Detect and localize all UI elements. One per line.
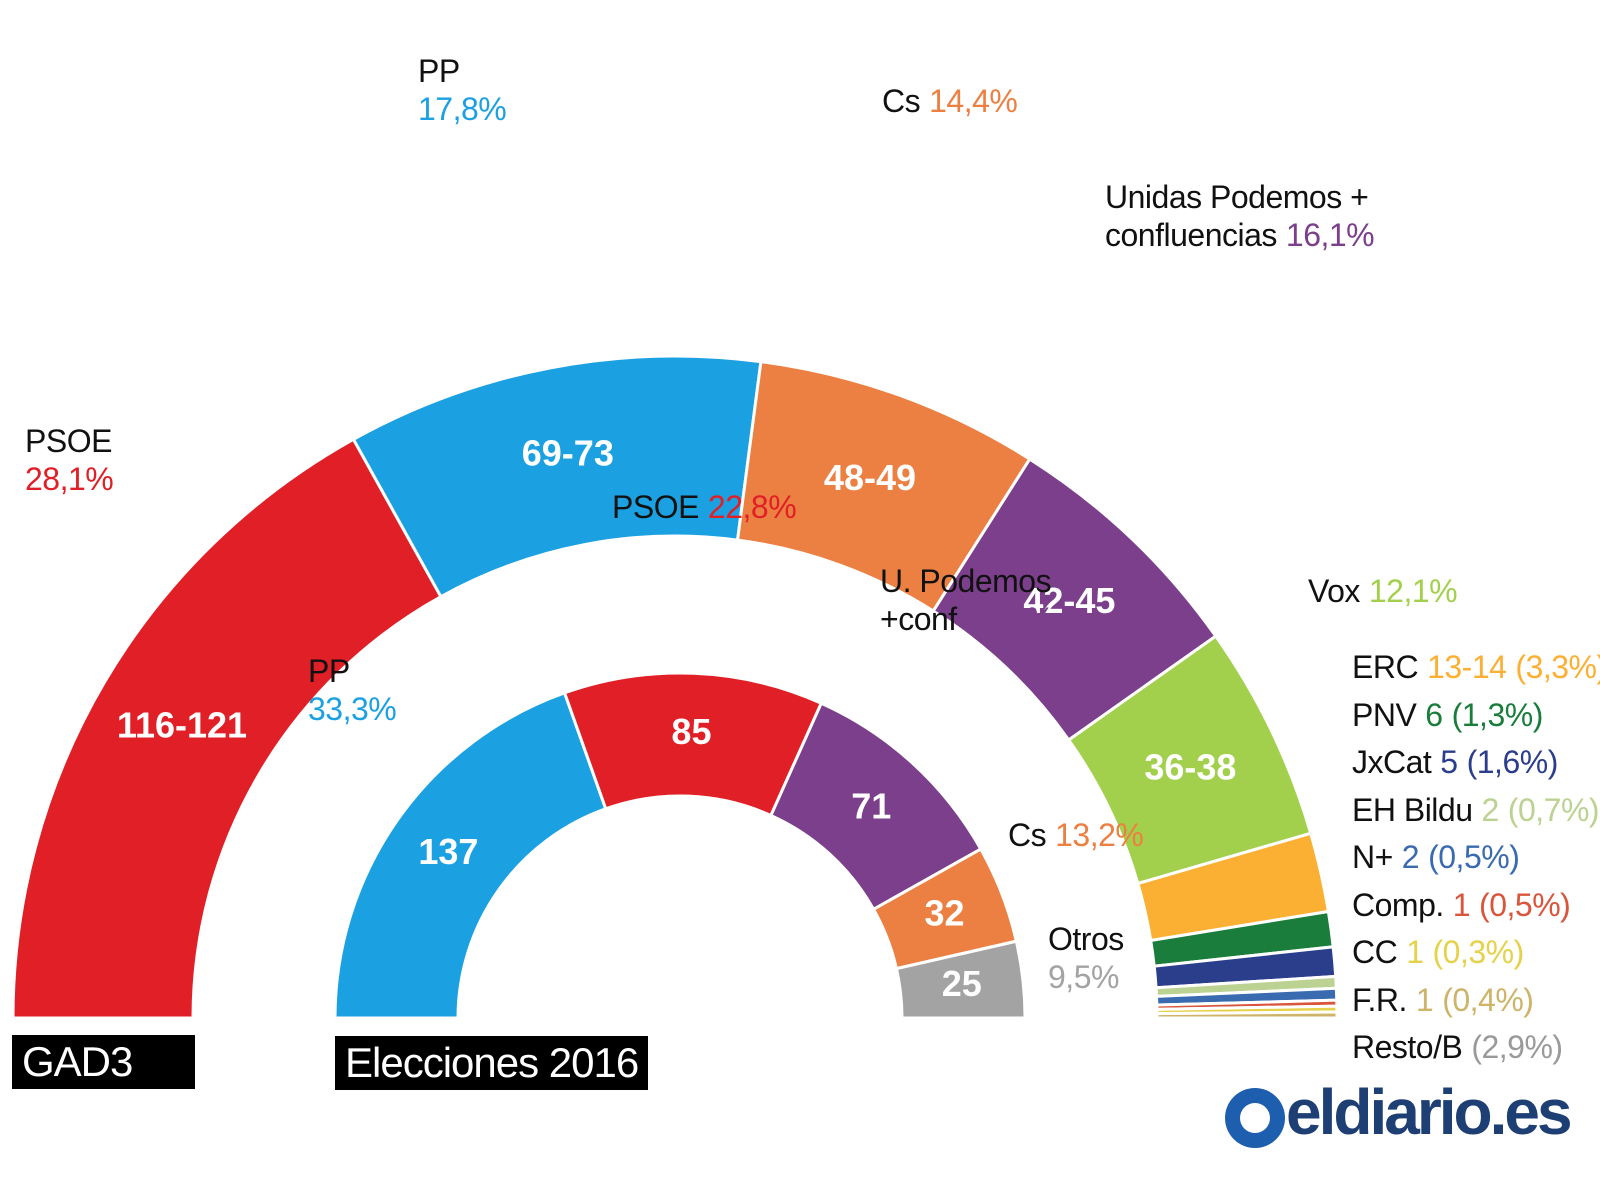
party-percent: (0,5%): [1479, 886, 1571, 923]
logo: eldiario.es: [1286, 1076, 1573, 1148]
party-label: PP 17,8%: [418, 52, 507, 128]
party-percent: (0,4%): [1442, 981, 1534, 1018]
party-label: Vox 12,1%: [1308, 572, 1458, 610]
party-name: Cs: [1008, 817, 1047, 853]
seat-segment: [1155, 1010, 1339, 1020]
seat-segment: [333, 690, 608, 1020]
party-percent: 22,8%: [707, 489, 797, 525]
party-percent: (3,3%): [1515, 649, 1600, 685]
legend-item: JxCat 5 (1,6%): [1352, 743, 1558, 781]
party-percent: (1,3%): [1451, 696, 1544, 733]
seat-label: 69-73: [522, 433, 614, 474]
party-label: PP 33,3%: [308, 652, 397, 728]
party-seats: 5: [1440, 744, 1458, 780]
party-name: F.R.: [1352, 981, 1407, 1018]
party-percent: (0,5%): [1428, 839, 1520, 875]
party-name: JxCat: [1352, 744, 1432, 780]
party-name: Comp.: [1352, 886, 1444, 923]
legend-item: Comp. 1 (0,5%): [1352, 886, 1571, 924]
party-percent: 28,1%: [25, 461, 114, 497]
party-seats: 1: [1415, 981, 1434, 1018]
chart-title: GAD3: [12, 1035, 195, 1089]
party-name: N+: [1352, 839, 1393, 875]
party-name: Unidas Podemos + confluencias: [1105, 179, 1369, 253]
party-name: PNV: [1352, 696, 1417, 733]
seat-label: 42-45: [1023, 580, 1115, 621]
party-percent: (1,6%): [1466, 744, 1559, 780]
logo-icon: [1225, 1088, 1285, 1148]
party-name: PSOE: [25, 423, 112, 459]
party-label: Cs 14,4%: [882, 82, 1018, 120]
party-name: ERC: [1352, 649, 1419, 685]
party-percent: 21,3%: [965, 601, 1055, 637]
chart-title: Elecciones 2016: [335, 1036, 649, 1090]
party-percent: (0,7%): [1507, 791, 1600, 828]
seat-label: 116-121: [117, 704, 247, 745]
party-name: PSOE: [612, 489, 699, 525]
seat-segment: [894, 939, 1027, 1020]
legend-item: Resto/B (2,9%): [1352, 1028, 1563, 1066]
party-name: U. Podemos +conf: [880, 563, 1052, 637]
party-percent: 17,8%: [418, 91, 507, 127]
seat-label: 32: [924, 893, 964, 934]
party-percent: 16,1%: [1285, 217, 1375, 253]
seat-label: 36-38: [1144, 746, 1236, 787]
legend-item: F.R. 1 (0,4%): [1352, 981, 1534, 1019]
party-name: Resto/B: [1352, 1029, 1463, 1065]
seat-label: 85: [671, 711, 711, 752]
party-percent: 9,5%: [1048, 959, 1119, 995]
legend-item: N+ 2 (0,5%): [1352, 838, 1520, 876]
party-seats: 13-14: [1427, 649, 1507, 685]
party-percent: (2,9%): [1471, 1029, 1563, 1065]
seat-label: 71: [851, 785, 891, 826]
party-percent: 33,3%: [308, 691, 397, 727]
party-seats: 2: [1401, 839, 1420, 875]
party-percent: (0,3%): [1432, 934, 1525, 970]
party-name: EH Bildu: [1352, 791, 1473, 828]
party-label: Otros 9,5%: [1048, 920, 1133, 996]
legend-item: CC 1 (0,3%): [1352, 933, 1524, 971]
party-label: Unidas Podemos + confluencias 16,1%: [1105, 178, 1405, 254]
legend-item: EH Bildu 2 (0,7%): [1352, 791, 1600, 829]
seat-label: 48-49: [824, 457, 916, 498]
party-seats: 2: [1481, 791, 1500, 828]
party-label: U. Podemos +conf 21,3%: [880, 562, 1060, 638]
party-label: PSOE 28,1%: [25, 422, 121, 498]
legend-item: PNV 6 (1,3%): [1352, 696, 1543, 734]
party-seats: 1: [1452, 886, 1471, 923]
party-percent: 14,4%: [929, 83, 1018, 119]
seat-label: 25: [942, 963, 982, 1004]
party-name: Vox: [1308, 573, 1360, 609]
party-label: Cs 13,2%: [1008, 816, 1144, 854]
seat-label: 137: [418, 831, 478, 872]
party-name: Otros: [1048, 921, 1124, 957]
party-name: PP: [418, 53, 460, 89]
party-percent: 13,2%: [1055, 817, 1144, 853]
party-name: Cs: [882, 83, 921, 119]
party-name: CC: [1352, 934, 1398, 970]
party-name: PP: [308, 653, 350, 689]
party-label: PSOE 22,8%: [612, 488, 797, 526]
party-seats: 1: [1406, 934, 1424, 970]
legend-item: ERC 13-14 (3,3%): [1352, 648, 1600, 686]
party-seats: 6: [1425, 696, 1443, 733]
party-percent: 12,1%: [1368, 573, 1458, 609]
